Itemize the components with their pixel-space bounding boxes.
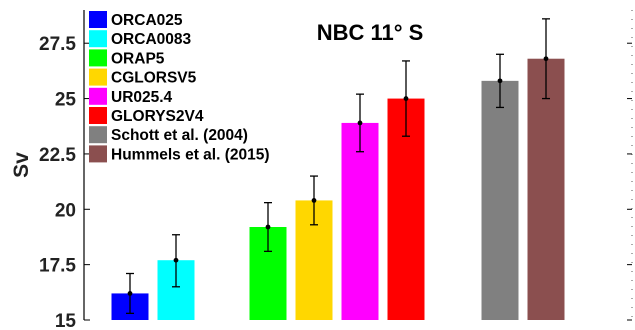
y-tick-label: 20 [55, 200, 76, 221]
bar-hummels-et-al-2015 [527, 58, 565, 320]
y-tick-label: 15 [55, 311, 77, 330]
legend-swatch [89, 87, 107, 105]
legend-swatch [89, 30, 107, 48]
mean-marker [311, 198, 317, 203]
error-bars-group [126, 18, 550, 315]
y-tick-label: 22.5 [39, 145, 76, 166]
legend-label: Schott et al. (2004) [111, 127, 248, 144]
y-tick-label: 17.5 [39, 256, 76, 277]
legend-label: Hummels et al. (2015) [111, 146, 270, 163]
y-tick-label: 25 [55, 90, 77, 111]
legend-swatch [89, 145, 107, 163]
y-tick-label: 27.5 [39, 34, 76, 55]
y-axis: 15 17.5 20 22.5 25 27.5 [39, 34, 632, 330]
legend-label: CGLORSV5 [111, 70, 197, 87]
plot-area [83, 10, 633, 320]
bars-group [111, 58, 565, 320]
bar-schott-et-al-2004 [481, 80, 519, 320]
mean-marker [403, 96, 409, 101]
legend-label: ORCA025 [111, 12, 183, 29]
mean-marker [265, 224, 271, 230]
legend-swatch [89, 68, 107, 86]
legend: ORCA025 ORCA0083 ORAP5 CGLORSV5 UR025.4 GLORY… [89, 11, 270, 163]
legend-swatch [89, 49, 107, 67]
legend-label: ORAP5 [111, 50, 165, 67]
mean-marker [543, 56, 549, 62]
legend-label: UR025.4 [111, 89, 173, 106]
legend-label: GLORYS2V4 [111, 108, 204, 125]
mean-marker [357, 120, 363, 126]
legend-swatch [89, 126, 107, 144]
mean-marker [127, 291, 133, 296]
legend-swatch [89, 107, 107, 124]
mean-marker [173, 257, 179, 263]
bar-ur025-4 [341, 122, 379, 320]
y-axis-label: Sv [10, 152, 33, 178]
legend-swatch [89, 11, 107, 28]
legend-label: ORCA0083 [111, 31, 191, 48]
mean-marker [497, 78, 503, 84]
chart-title: NBC 11° S [317, 20, 424, 45]
